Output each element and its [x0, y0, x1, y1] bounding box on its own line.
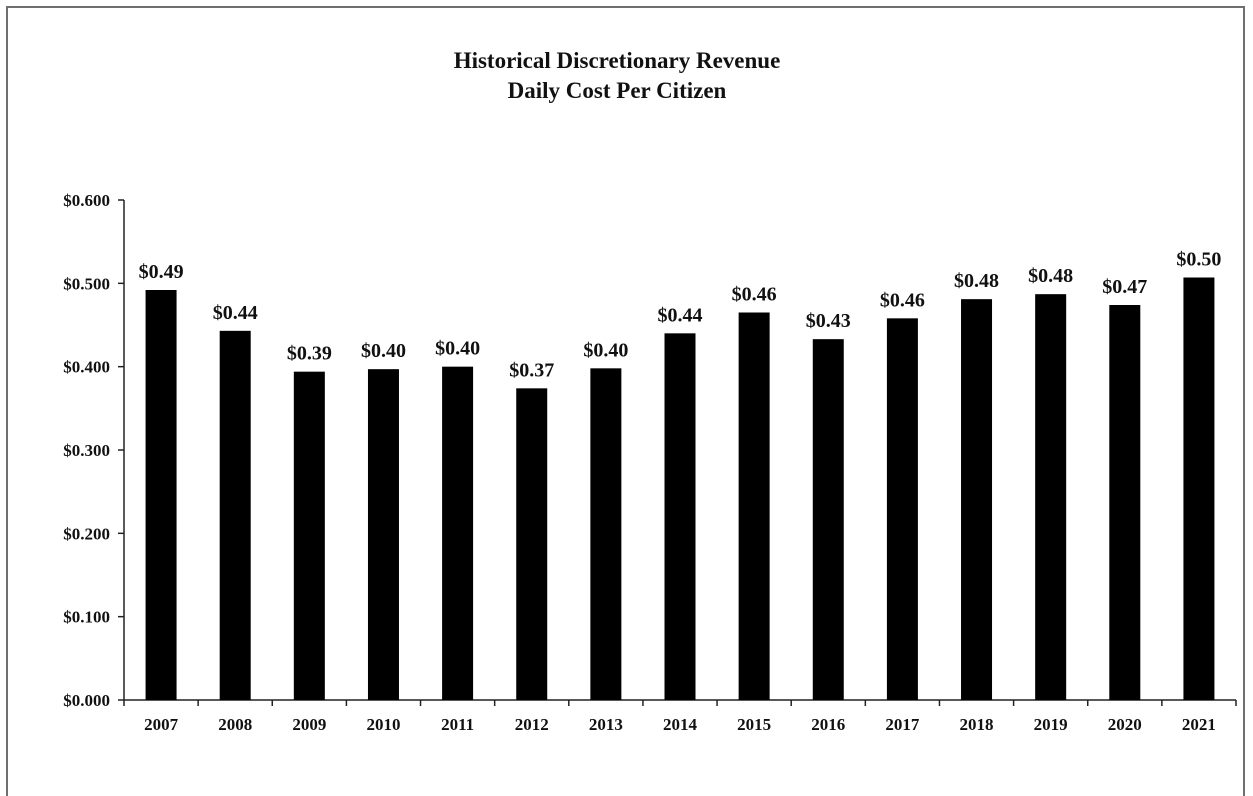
bar	[219, 330, 251, 700]
x-tick-label: 2015	[737, 715, 771, 734]
y-tick-label: $0.200	[63, 524, 110, 543]
bar	[886, 318, 918, 700]
chart-data-labels: $0.49 $0.44 $0.39 $0.40 $0.40 $0.37 $0.40 $0.44…	[139, 249, 1222, 382]
x-tick-label: 2013	[589, 715, 623, 734]
data-label: $0.46	[732, 284, 777, 306]
x-tick-label: 2019	[1034, 715, 1068, 734]
bar	[367, 369, 399, 700]
chart-title: Historical Discretionary Revenue	[453, 48, 781, 73]
bar	[961, 299, 993, 700]
x-tick-label: 2016	[811, 715, 845, 734]
data-label: $0.44	[658, 304, 703, 326]
x-tick-label: 2007	[144, 715, 179, 734]
bar	[812, 339, 844, 700]
x-tick-label: 2018	[960, 715, 994, 734]
chart-title-block: Historical Discretionary Revenue Daily C…	[8, 46, 1226, 106]
data-label: $0.48	[1028, 265, 1073, 287]
x-tick-label: 2008	[218, 715, 252, 734]
y-tick-label: $0.100	[63, 608, 110, 627]
bar	[1035, 294, 1067, 700]
chart-subtitle: Daily Cost Per Citizen	[507, 78, 727, 103]
data-label: $0.39	[287, 343, 332, 365]
data-label: $0.50	[1176, 249, 1221, 271]
bar	[664, 333, 696, 700]
x-tick-label: 2011	[441, 715, 474, 734]
x-tick-label: 2021	[1182, 715, 1216, 734]
data-label: $0.47	[1102, 276, 1147, 298]
data-label: $0.46	[880, 289, 925, 311]
y-tick-label: $0.500	[63, 274, 110, 293]
data-label: $0.48	[954, 270, 999, 292]
bar	[1183, 277, 1215, 700]
y-tick-label: $0.400	[63, 358, 110, 377]
bar	[590, 368, 622, 700]
bar	[145, 290, 177, 700]
x-tick-label: 2020	[1108, 715, 1142, 734]
bar	[293, 371, 325, 700]
data-label: $0.40	[361, 340, 406, 362]
data-label: $0.37	[509, 359, 554, 381]
bar	[442, 366, 474, 700]
x-tick-label: 2010	[366, 715, 400, 734]
y-tick-label: $0.000	[63, 691, 110, 710]
x-tick-label: 2017	[885, 715, 920, 734]
y-tick-label: $0.600	[63, 191, 110, 210]
bar	[1109, 305, 1141, 700]
data-label: $0.43	[806, 310, 851, 332]
x-tick-label: 2014	[663, 715, 698, 734]
data-label: $0.44	[213, 302, 258, 324]
x-tick-label: 2009	[292, 715, 326, 734]
data-label: $0.40	[435, 338, 480, 360]
data-label: $0.40	[583, 339, 628, 361]
data-label: $0.49	[139, 261, 184, 283]
x-tick-label: 2012	[515, 715, 549, 734]
y-tick-label: $0.300	[63, 441, 110, 460]
bar	[516, 388, 548, 700]
bar	[738, 312, 770, 700]
chart-bars	[145, 277, 1215, 700]
